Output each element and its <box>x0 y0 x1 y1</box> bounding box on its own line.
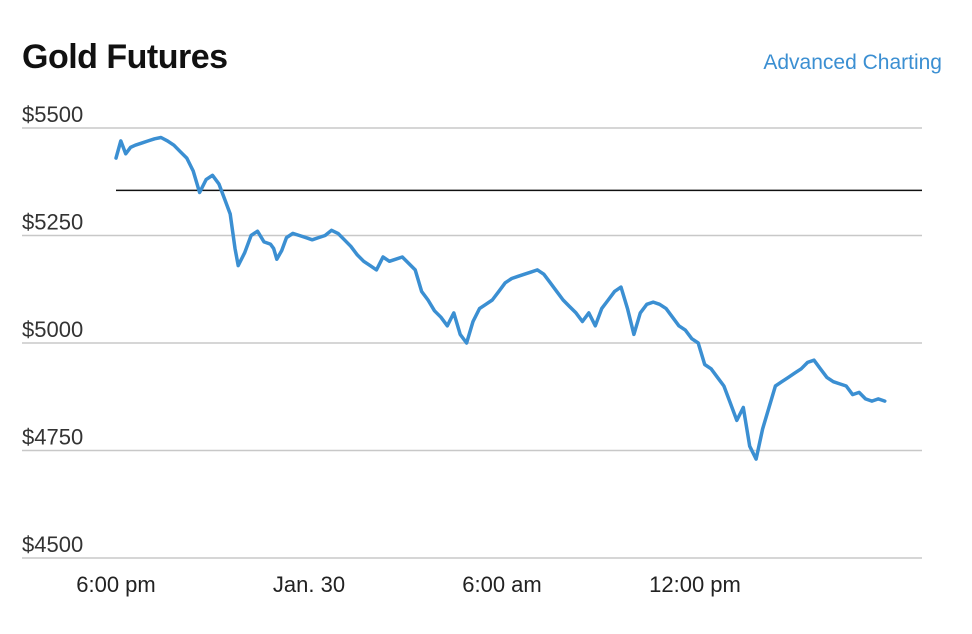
advanced-charting-link[interactable]: Advanced Charting <box>763 51 942 74</box>
y-tick-label: $4500 <box>22 532 83 557</box>
price-series-line <box>114 135 887 461</box>
x-tick-label: 6:00 pm <box>76 572 156 597</box>
x-tick-label: 12:00 pm <box>649 572 741 597</box>
y-tick-label: $5250 <box>22 210 83 235</box>
y-tick-label: $4750 <box>22 425 83 450</box>
y-axis-tick-labels: $5500 $5250 $5000 $4750 $4500 <box>22 102 83 557</box>
gridlines <box>22 127 922 559</box>
y-tick-label: $5500 <box>22 102 83 127</box>
y-tick-label: $5000 <box>22 317 83 342</box>
x-tick-label: Jan. 30 <box>273 572 345 597</box>
x-axis-tick-labels: 6:00 pm Jan. 30 6:00 am 12:00 pm <box>76 572 741 597</box>
x-tick-label: 6:00 am <box>462 572 542 597</box>
chart-title: Gold Futures <box>22 38 228 76</box>
